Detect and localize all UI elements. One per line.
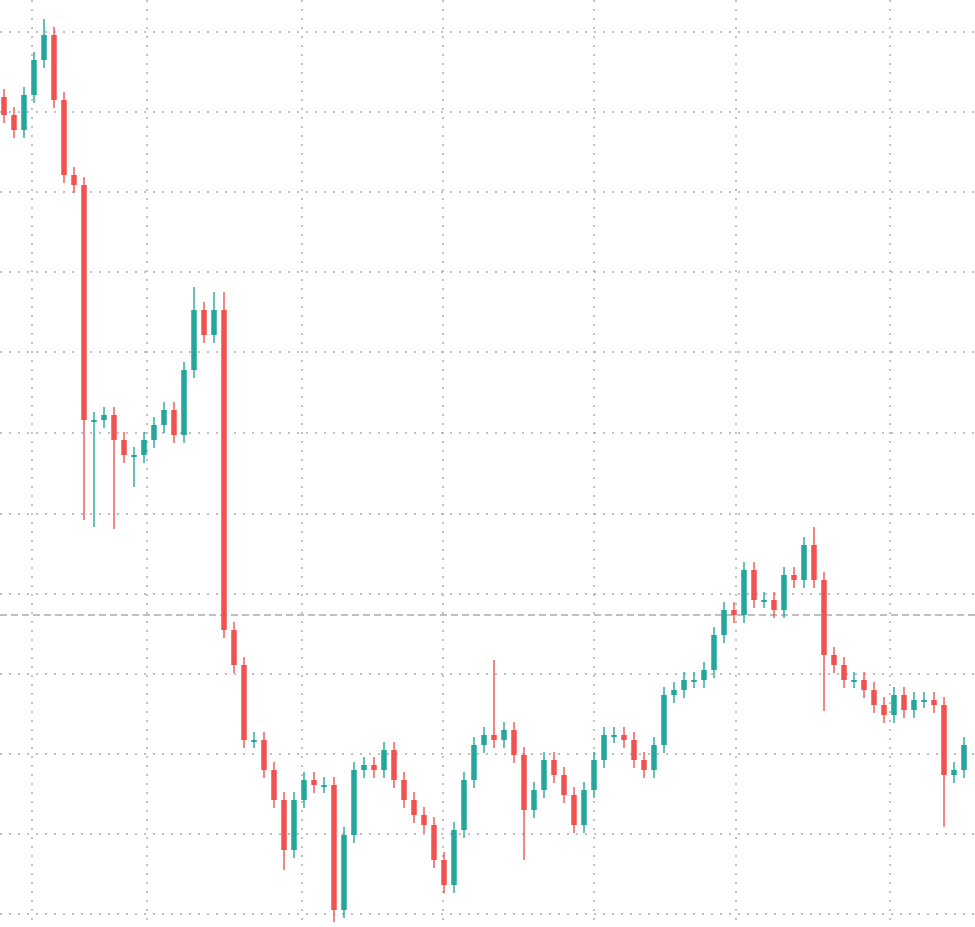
candle-body xyxy=(951,770,957,775)
candle-body xyxy=(451,830,457,885)
candle-body xyxy=(581,790,587,825)
candle-body xyxy=(941,705,947,775)
candle-body xyxy=(761,600,767,602)
candle-body xyxy=(881,705,887,715)
candle-body xyxy=(151,425,157,440)
candle-body xyxy=(181,370,187,435)
candle-body xyxy=(531,790,537,810)
candle-body xyxy=(731,610,737,615)
candle-body xyxy=(931,700,937,705)
candle-body xyxy=(821,580,827,655)
candle-body xyxy=(801,545,807,580)
candle-body xyxy=(11,115,17,130)
candle-body xyxy=(301,780,307,800)
candle-body xyxy=(741,570,747,615)
candle-body xyxy=(851,680,857,682)
candle-body xyxy=(611,735,617,737)
candle-body xyxy=(561,775,567,795)
candle-body xyxy=(161,410,167,425)
candle-body xyxy=(241,665,247,740)
candle-body xyxy=(691,680,697,682)
candle-body xyxy=(681,680,687,690)
candle-body xyxy=(421,815,427,825)
candle-body xyxy=(481,735,487,745)
candle-body xyxy=(551,760,557,775)
candle-body xyxy=(61,100,67,175)
candle-body xyxy=(541,760,547,790)
candle-body xyxy=(861,680,867,690)
candle-body xyxy=(221,310,227,630)
candle-body xyxy=(191,310,197,370)
candle-body xyxy=(371,765,377,770)
candle-body xyxy=(261,740,267,770)
candle-body xyxy=(921,700,927,702)
candle-body xyxy=(431,825,437,860)
candle-body xyxy=(231,630,237,665)
candle-body xyxy=(831,655,837,665)
candle-body xyxy=(201,310,207,335)
candle-body xyxy=(391,750,397,780)
candle-body xyxy=(601,735,607,760)
candle-body xyxy=(21,95,27,130)
candle-body xyxy=(321,785,327,787)
candle-body xyxy=(641,760,647,770)
candle-body xyxy=(521,755,527,810)
candle-body xyxy=(131,455,137,457)
candle-body xyxy=(351,770,357,835)
candle-body xyxy=(701,670,707,680)
candle-body xyxy=(571,795,577,825)
candle-body xyxy=(51,35,57,100)
candle-body xyxy=(341,835,347,910)
candle-body xyxy=(291,800,297,850)
candle-body xyxy=(101,415,107,420)
candle-body xyxy=(891,695,897,715)
candle-body xyxy=(211,310,217,335)
candle-body xyxy=(31,60,37,95)
candle-body xyxy=(111,415,117,440)
candle-body xyxy=(711,635,717,670)
candle-body xyxy=(721,610,727,635)
candle-body xyxy=(381,750,387,770)
candle-body xyxy=(671,690,677,695)
candle-body xyxy=(281,800,287,850)
candle-body xyxy=(631,740,637,760)
candle-body xyxy=(651,745,657,770)
candle-body xyxy=(121,440,127,455)
candle-body xyxy=(901,695,907,710)
candle-body xyxy=(331,785,337,910)
candle-body xyxy=(251,740,257,742)
candle-body xyxy=(501,730,507,740)
candle-body xyxy=(411,800,417,815)
candle-body xyxy=(871,690,877,705)
candle-body xyxy=(71,175,77,185)
candle-body xyxy=(91,420,97,422)
candle-body xyxy=(661,695,667,745)
candle-body xyxy=(441,860,447,885)
candle-body xyxy=(461,780,467,830)
candle-body xyxy=(621,735,627,740)
candle-body xyxy=(81,185,87,420)
candle-body xyxy=(961,745,967,770)
candle-body xyxy=(791,575,797,580)
candle-body xyxy=(911,700,917,710)
candle-body xyxy=(751,570,757,600)
candle-body xyxy=(591,760,597,790)
candle-body xyxy=(781,575,787,610)
candle-body xyxy=(401,780,407,800)
candle-body xyxy=(511,730,517,755)
candle-body xyxy=(471,745,477,780)
candle-body xyxy=(811,545,817,580)
candle-body xyxy=(311,780,317,785)
candle-body xyxy=(1,97,7,115)
candle-body xyxy=(361,765,367,770)
candle-body xyxy=(171,410,177,435)
candle-body xyxy=(491,735,497,740)
candle-body xyxy=(771,600,777,610)
candle-body xyxy=(141,440,147,455)
candle-body xyxy=(271,770,277,800)
candle-body xyxy=(841,665,847,680)
candle-body xyxy=(41,35,47,60)
